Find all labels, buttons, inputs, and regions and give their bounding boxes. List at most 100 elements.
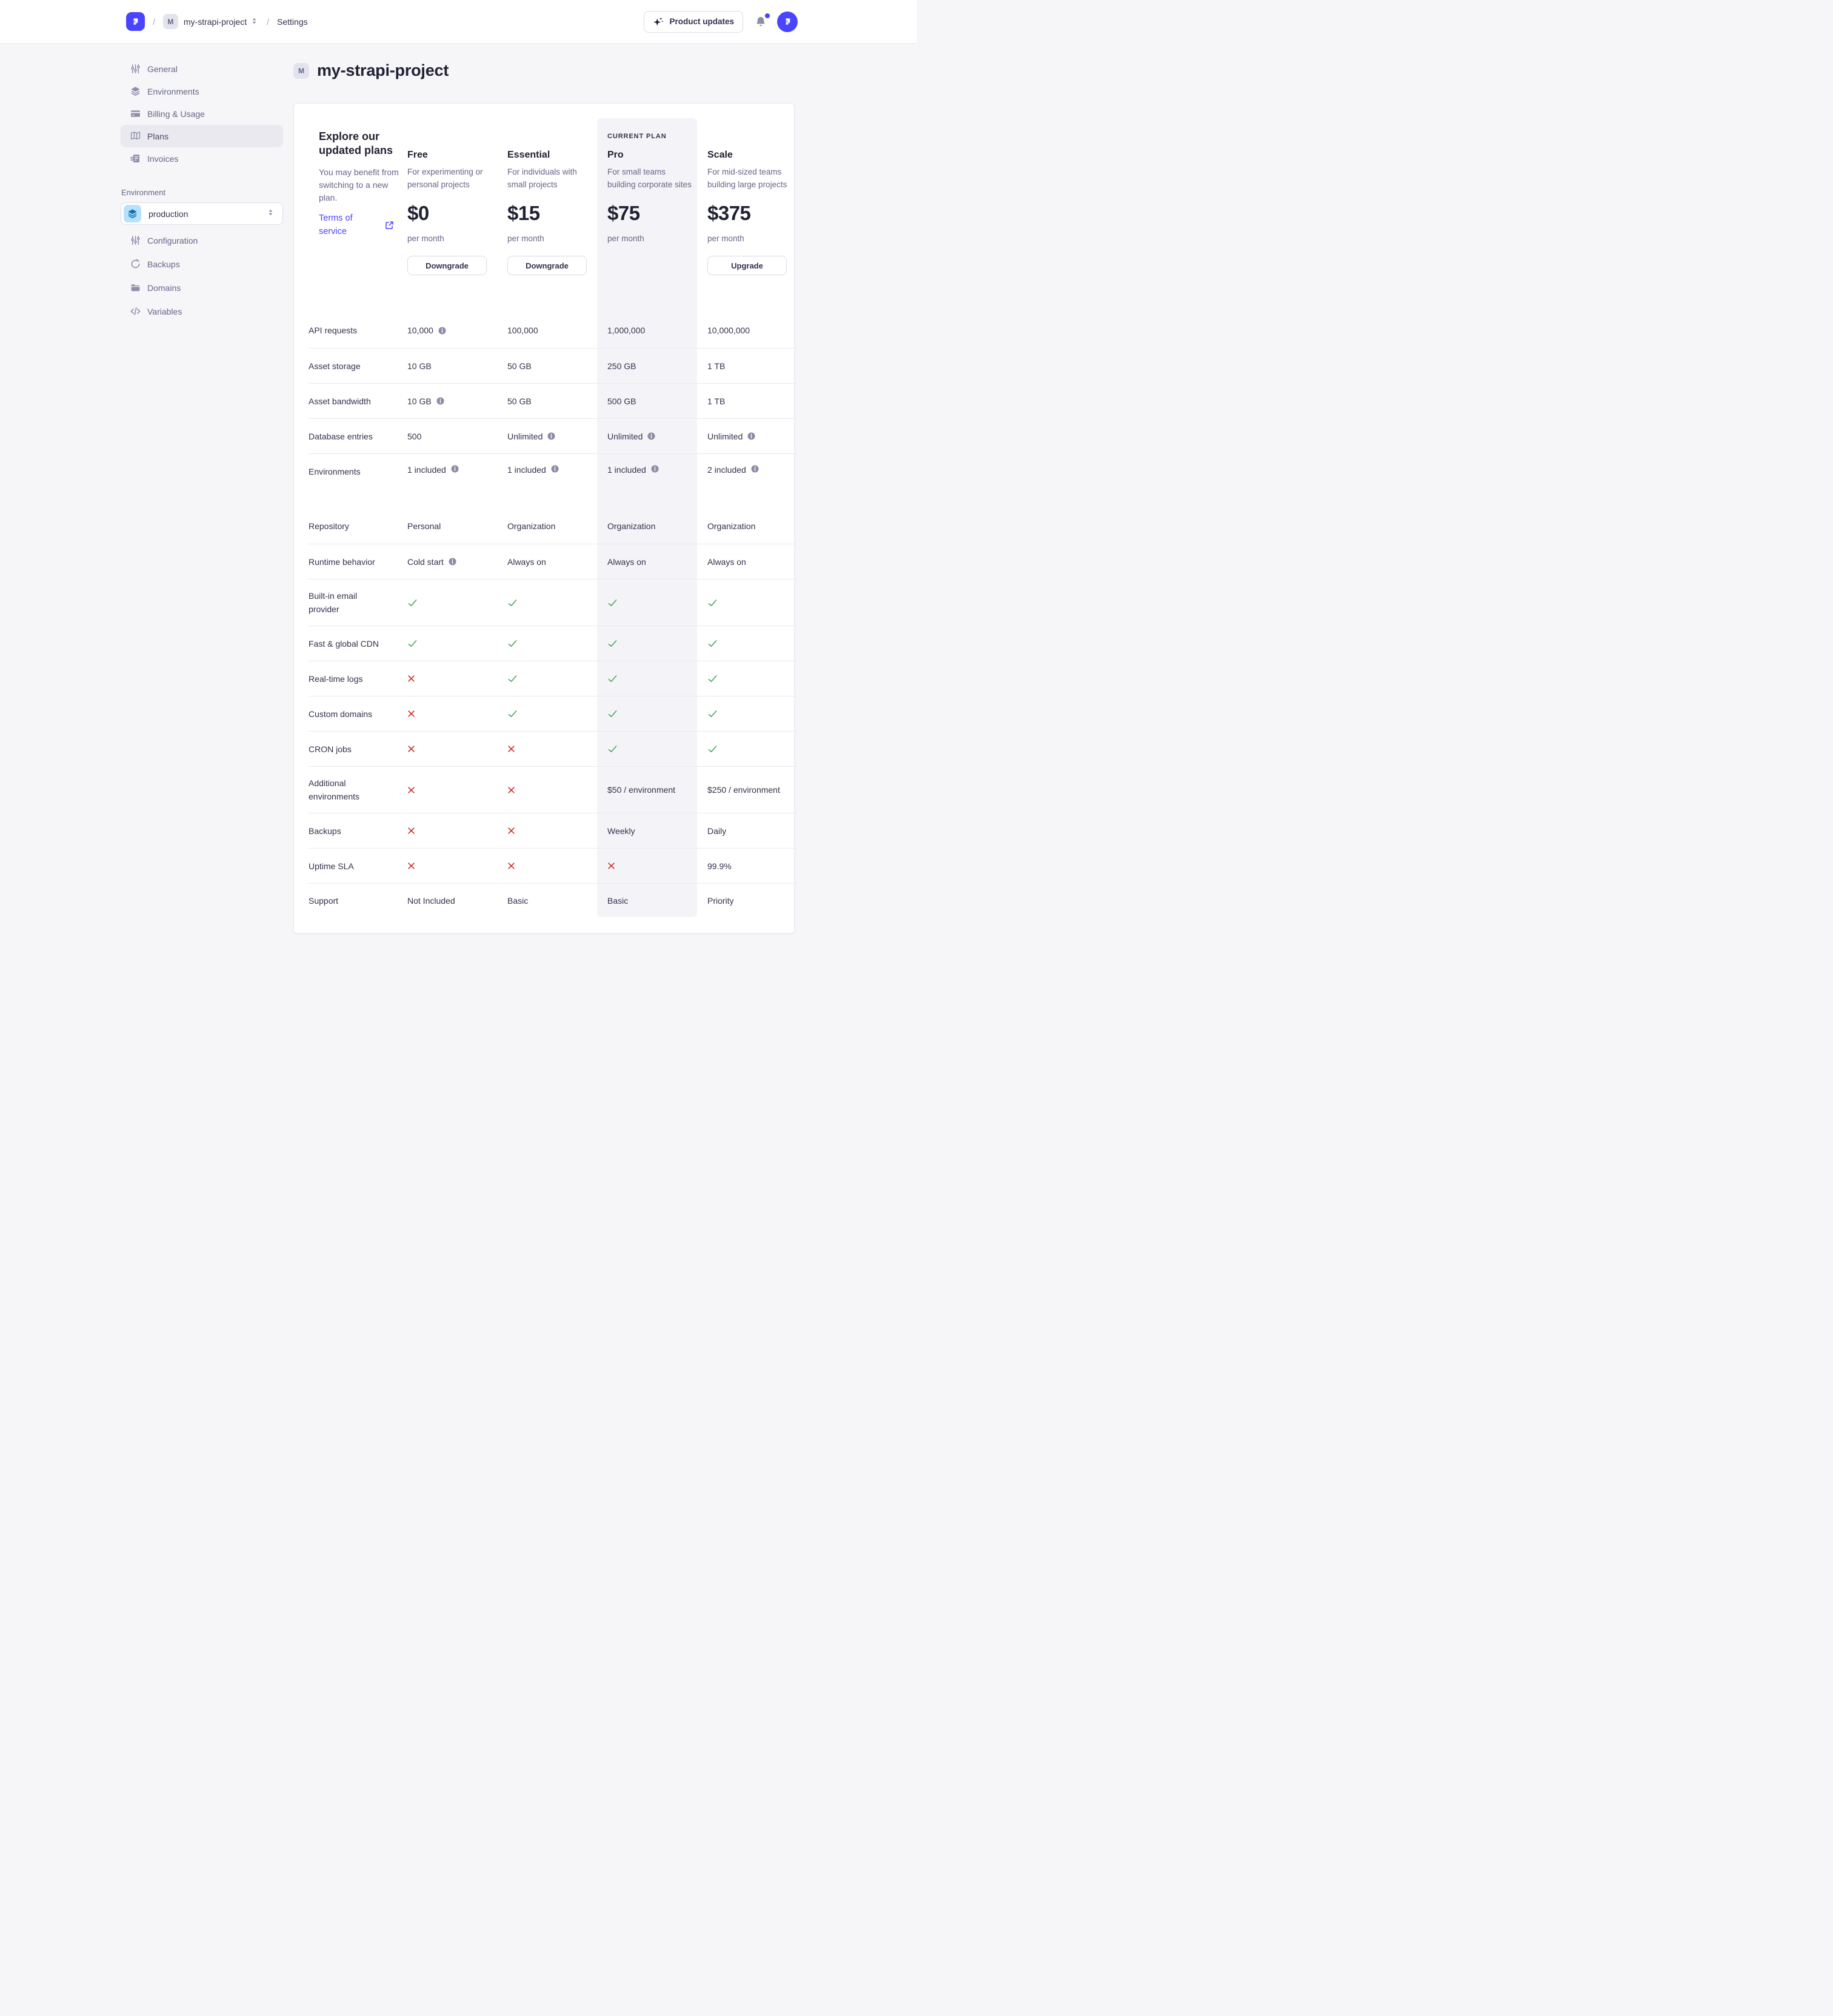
cross-icon [407,862,415,870]
strapi-logo[interactable] [126,12,145,31]
plan-period: per month [407,234,444,243]
info-icon[interactable] [438,326,446,335]
check-icon [407,598,418,608]
feature-value-environments-scale: 2 included [697,453,796,509]
sidebar-item-label: Backups [147,259,180,269]
feature-value-built-in-email-provider-pro [597,579,697,626]
feature-value-repository-pro: Organization [597,509,697,544]
feature-label-uptime-sla: Uptime SLA [309,848,397,883]
feature-value-repository-essential: Organization [497,509,597,544]
feature-value-real-time-logs-free [397,661,497,696]
environment-label: Environment [121,188,165,197]
user-avatar[interactable] [777,11,798,32]
sidebar-item-label: Billing & Usage [147,108,205,119]
check-icon [607,673,618,684]
breadcrumb-project-name[interactable]: my-strapi-project [183,16,247,27]
feature-label-text: Fast & global CDN [309,638,379,649]
sidebar-item-general[interactable]: General [121,58,283,80]
sidebar-item-plans[interactable]: Plans [121,125,283,147]
sliders-icon [130,235,141,245]
sidebar-item-invoices[interactable]: $ Invoices [121,147,283,170]
sparkle-icon [653,16,664,27]
feature-value-runtime-behavior-essential: Always on [497,544,597,579]
downgrade-free-button[interactable]: Downgrade [407,256,487,275]
terms-of-service-link[interactable]: Terms of service [319,213,353,236]
sidebar-item-billing-usage[interactable]: Billing & Usage [121,102,283,125]
feature-value-asset-bandwidth-pro: 500 GB [597,383,697,418]
external-icon[interactable] [385,221,394,230]
notifications-button[interactable] [755,13,770,28]
plan-description: For individuals with small projects [507,167,577,189]
product-updates-button[interactable]: Product updates [644,10,743,33]
feature-value-built-in-email-provider-scale [697,579,796,626]
folder-icon [130,282,141,293]
feature-value-repository-scale: Organization [697,509,796,544]
cross-icon [507,786,515,794]
plan-column-header-pro: CURRENT PLAN Pro For small teams building … [597,118,697,313]
notification-dot [765,13,770,18]
feature-label-text: Real-time logs [309,673,363,684]
project-switcher-caret-icon[interactable] [250,16,259,27]
feature-value-backups-essential [497,813,597,848]
info-icon[interactable] [647,432,655,440]
breadcrumb-separator: / [153,16,155,27]
svg-text:$: $ [130,156,134,162]
feature-value-text: 1 TB [707,396,726,406]
info-icon[interactable] [751,465,759,473]
feature-value-additional-environments-free [397,766,497,813]
sidebar-item-variables[interactable]: Variables [121,299,283,323]
plan-name: Scale [707,150,733,160]
sidebar-item-configuration[interactable]: Configuration [121,229,283,252]
feature-value-real-time-logs-scale [697,661,796,696]
sidebar-item-environments[interactable]: Environments [121,80,283,102]
feature-value-cron-jobs-essential [497,731,597,766]
feature-value-custom-domains-pro [597,696,697,731]
info-icon[interactable] [436,397,444,405]
feature-value-text: Cold start [407,556,444,567]
feature-value-support-scale: Priority [697,883,796,917]
feature-value-asset-bandwidth-essential: 50 GB [497,383,597,418]
feature-value-api-requests-pro: 1,000,000 [597,313,697,348]
environment-select[interactable]: production [121,202,283,225]
plan-column-header-essential: Essential For individuals with small proj… [497,118,597,313]
feature-value-uptime-sla-essential [497,848,597,883]
sidebar-item-label: Invoices [147,153,179,164]
feature-label-text: Additional environments [309,778,360,801]
plans-intro-title: Explore our updated plans [319,130,393,156]
info-icon[interactable] [451,465,459,473]
info-icon[interactable] [747,432,755,440]
upgrade-scale-button[interactable]: Upgrade [707,256,787,275]
feature-label-text: Asset storage [309,361,361,371]
plan-column-header-scale: Scale For mid-sized teams building large … [697,118,796,313]
info-icon[interactable] [449,558,456,566]
feature-value-text: 1 included [407,465,446,475]
sliders-icon [130,64,141,74]
feature-value-asset-bandwidth-free: 10 GB [397,383,497,418]
feature-value-additional-environments-pro: $50 / environment [597,766,697,813]
check-icon [707,744,718,754]
feature-value-text: Organization [507,521,556,531]
strapi-bolt-icon [130,16,141,27]
cross-icon [407,745,415,753]
info-icon[interactable] [651,465,659,473]
feature-value-text: Basic [507,895,529,906]
sidebar-item-backups[interactable]: Backups [121,252,283,276]
cross-icon [407,786,415,794]
sidebar-item-domains[interactable]: Domains [121,276,283,299]
feature-value-asset-bandwidth-scale: 1 TB [697,383,796,418]
plan-price: $15 [507,202,540,224]
feature-value-additional-environments-essential [497,766,597,813]
feature-label-additional-environments: Additional environments [309,766,397,813]
bell-icon [755,16,767,28]
feature-value-text: 1 included [507,465,546,475]
project-initial-badge: M [162,14,178,29]
feature-value-text: Always on [507,556,546,567]
info-icon[interactable] [547,432,555,440]
info-icon[interactable] [551,465,559,473]
feature-value-text: 250 GB [607,361,636,371]
main-layout: General Environments Billing & Usage Plans $… [0,44,916,933]
check-icon [507,638,518,649]
feature-label-text: Uptime SLA [309,861,354,871]
cross-icon [607,862,615,870]
downgrade-essential-button[interactable]: Downgrade [507,256,587,275]
